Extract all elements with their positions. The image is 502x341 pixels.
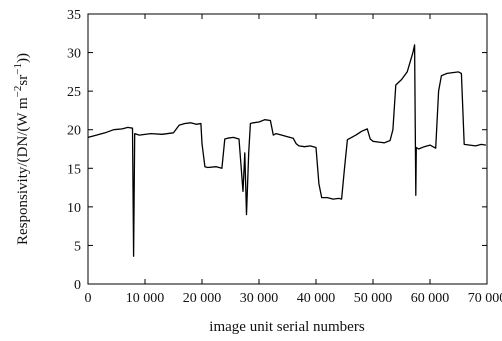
x-tick-label: 10 000 — [126, 291, 165, 306]
y-tick-label: 0 — [74, 278, 81, 293]
y-axis-title-exp1: −2 — [12, 86, 24, 98]
y-tick-label: 30 — [67, 47, 81, 62]
x-axis-title: image unit serial numbers — [209, 319, 365, 335]
y-tick-label: 35 — [67, 8, 81, 23]
y-axis-title-mid: sr — [15, 75, 31, 86]
y-tick-label: 15 — [67, 162, 81, 177]
y-axis-title-main: Responsivity/(DN/(W m — [15, 97, 31, 245]
x-tick-label: 20 000 — [183, 291, 222, 306]
y-tick-label: 25 — [67, 85, 81, 100]
x-tick-label: 30 000 — [240, 291, 279, 306]
y-tick-label: 20 — [67, 124, 81, 139]
plot-frame — [87, 13, 488, 285]
series-group — [87, 44, 486, 257]
axis-ticks — [87, 13, 488, 285]
tick-labels: 0 10 000 20 000 30 000 40 000 50 000 60 000 70 … — [67, 8, 502, 306]
x-tick-label: 50 000 — [354, 291, 393, 306]
x-tick-label: 70 000 — [468, 291, 502, 306]
y-axis-title-exp2: −1 — [12, 63, 24, 75]
y-axis-title-end: )) — [15, 53, 31, 63]
series-line — [87, 44, 486, 257]
y-tick-label: 5 — [74, 239, 81, 254]
x-tick-label: 40 000 — [297, 291, 336, 306]
y-tick-label: 10 — [67, 201, 81, 216]
x-tick-label: 0 — [85, 291, 92, 306]
y-axis-title: Responsivity/(DN/(W m−2sr−1)) — [12, 53, 31, 245]
x-tick-label: 60 000 — [411, 291, 450, 306]
